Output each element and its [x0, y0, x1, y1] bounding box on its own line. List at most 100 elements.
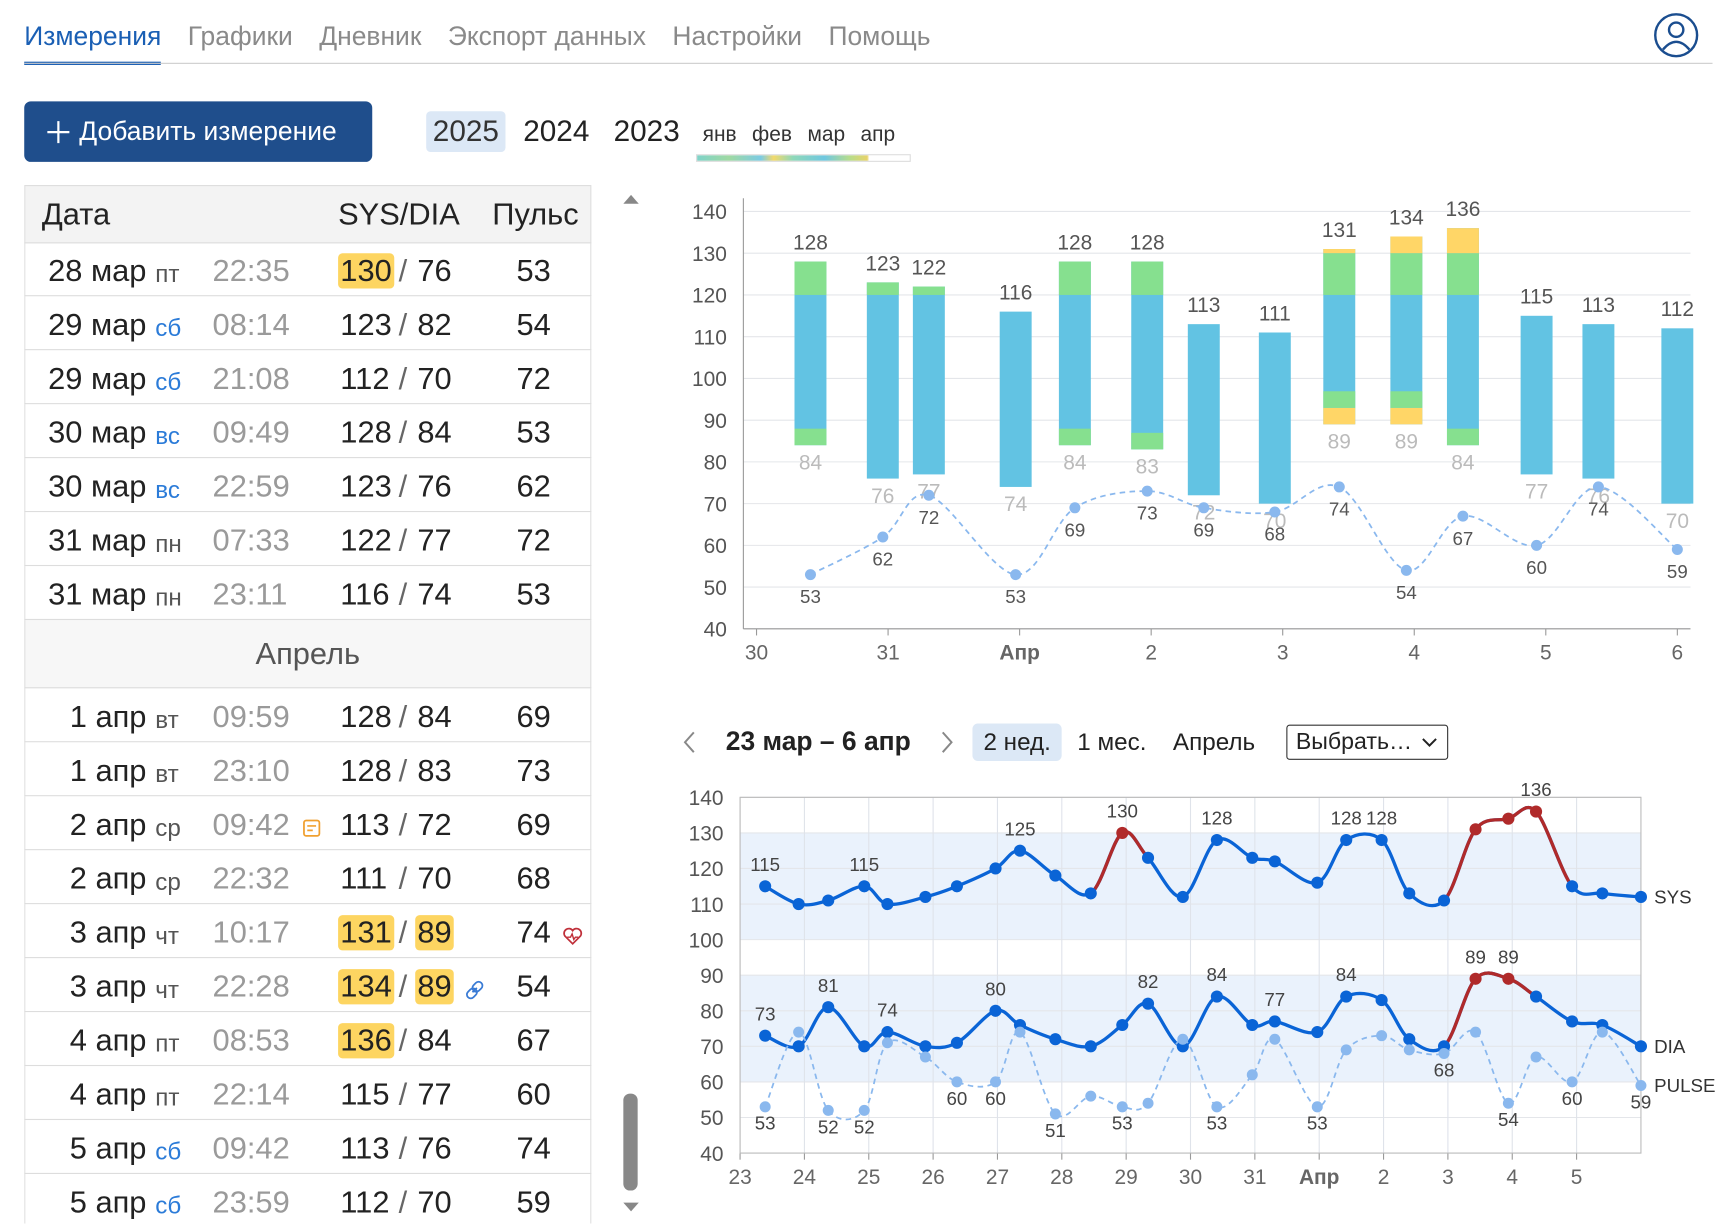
separator: / [398, 253, 408, 288]
dia: 84 [417, 1023, 452, 1058]
point [792, 898, 805, 911]
table-row[interactable]: 28 мар пт 22:35 130/ 76 53 [24, 242, 592, 297]
month-title: Апрель [255, 636, 361, 671]
select[interactable]: Выбрать… [1285, 724, 1449, 760]
table-row[interactable]: 3 апр чт 10:17 131/89 74 [24, 904, 592, 959]
point [951, 1076, 963, 1088]
month[interactable]: янв [702, 123, 737, 147]
next-button[interactable] [933, 729, 959, 755]
nav-tab[interactable]: Помощь [828, 22, 931, 52]
dia: 70 [417, 861, 452, 896]
bar-segment [1058, 428, 1091, 446]
date: 30 мар [48, 415, 147, 450]
date: 4 апр [69, 1023, 147, 1058]
pulse: 69 [516, 807, 551, 842]
dia-label: 70 [1263, 510, 1286, 533]
nav-tab[interactable]: Дневник [319, 22, 422, 52]
pulse-label: 74 [1329, 499, 1350, 520]
bar [866, 282, 899, 479]
add-button[interactable]: Добавить измерение [24, 101, 373, 162]
prev-button[interactable] [677, 729, 703, 755]
note-icon [301, 812, 323, 847]
point [1014, 1026, 1026, 1038]
point-label: 73 [755, 1003, 776, 1024]
bar [1520, 315, 1553, 475]
nav-tab[interactable]: Настройки [672, 22, 803, 52]
pulse: 54 [516, 969, 551, 1004]
sys-label: 113 [1187, 294, 1220, 317]
bar-segment [1446, 228, 1479, 254]
table-row[interactable]: 1 апр вт 09:59 128/ 84 69 [24, 688, 592, 743]
pulse-point [1592, 481, 1604, 493]
x-tick-label: 26 [921, 1166, 944, 1189]
year[interactable]: 2024 [523, 114, 590, 148]
weekday: чт [155, 921, 180, 950]
pulse: 68 [516, 861, 551, 896]
avatar[interactable] [1653, 12, 1699, 58]
date: 28 мар [48, 253, 147, 288]
point [989, 862, 1002, 875]
x-tick-label: 3 [1277, 642, 1289, 665]
separator: / [398, 699, 408, 734]
pulse-point [1010, 569, 1022, 581]
x-tick-label: 31 [876, 642, 899, 665]
table-row[interactable]: 30 мар вс 22:59 123/ 76 62 [24, 458, 592, 513]
year[interactable]: 2023 [613, 114, 680, 148]
bar-segment [1390, 391, 1423, 408]
weekday: пт [155, 259, 180, 288]
scrollbar[interactable] [617, 185, 646, 1224]
point [990, 1076, 1002, 1088]
nav-tab[interactable]: Графики [187, 22, 293, 52]
point [1116, 826, 1129, 839]
month[interactable]: мар [807, 123, 846, 147]
table-row[interactable]: 31 мар пн 07:33 122/ 77 72 [24, 512, 592, 567]
select-arrow [1422, 738, 1438, 747]
x-tick-label: 5 [1571, 1166, 1583, 1189]
table-row[interactable]: 31 мар пн 23:11 116/ 74 53 [24, 566, 592, 621]
point [1635, 1079, 1647, 1091]
pulse: 72 [516, 523, 551, 558]
bar-segment [912, 286, 945, 295]
sys: 116 [340, 577, 390, 612]
nav-tab[interactable]: Экспорт данных [447, 22, 646, 52]
bar-segment [866, 282, 899, 295]
point [1211, 1101, 1223, 1113]
plus-icon [47, 120, 70, 143]
table-row[interactable]: 29 мар сб 08:14 123/ 82 54 [24, 296, 592, 351]
dia-label: 84 [1451, 451, 1475, 474]
dia: 84 [417, 415, 452, 450]
bar-segment [1058, 261, 1091, 295]
table-row[interactable]: 30 мар вс 09:49 128/ 84 53 [24, 404, 592, 459]
pulse: 60 [516, 1077, 551, 1112]
year[interactable]: 2025 [426, 111, 506, 152]
bar-segment [794, 428, 827, 446]
month[interactable]: апр [860, 123, 896, 147]
sys: 113 [340, 807, 390, 842]
point-label: 115 [750, 854, 780, 875]
point [1634, 890, 1647, 903]
month[interactable]: фев [752, 123, 793, 147]
point [1049, 869, 1062, 882]
table-row[interactable]: 4 апр пт 22:14 115/ 77 60 [24, 1066, 592, 1121]
table-row[interactable]: 1 апр вт 23:10 128/ 83 73 [24, 742, 592, 797]
date: 3 апр [69, 915, 147, 950]
point [1438, 1047, 1450, 1059]
pulse-point [1333, 481, 1345, 493]
weekday: чт [155, 975, 180, 1004]
table-row[interactable]: 5 апр сб 23:59 112/70 59 [24, 1173, 592, 1224]
point [1566, 1015, 1579, 1028]
y-tick-label: 40 [700, 1143, 723, 1166]
range-button[interactable]: 2 нед. [972, 723, 1062, 761]
range-button[interactable]: 1 мес. [1077, 727, 1147, 756]
table-row[interactable]: 3 апр чт 22:28 134/89 54 [24, 958, 592, 1013]
range-button[interactable]: Апрель [1172, 727, 1256, 756]
point [1084, 1040, 1097, 1053]
table-row[interactable]: 2 апр ср 22:32 111 / 70 68 [24, 850, 592, 905]
y-tick-label: 130 [689, 823, 724, 846]
table-row[interactable]: 29 мар сб 21:08 112/ 70 72 [24, 350, 592, 405]
separator: / [398, 1184, 408, 1220]
table-row[interactable]: 4 апр пт 08:53 136/ 84 67 [24, 1012, 592, 1067]
table-row[interactable]: 5 апр сб 09:42 113/ 76 74 [24, 1120, 592, 1174]
sys: 122 [340, 523, 392, 558]
table-row[interactable]: 2 апр ср 09:42 113/ 72 69 [24, 796, 592, 851]
